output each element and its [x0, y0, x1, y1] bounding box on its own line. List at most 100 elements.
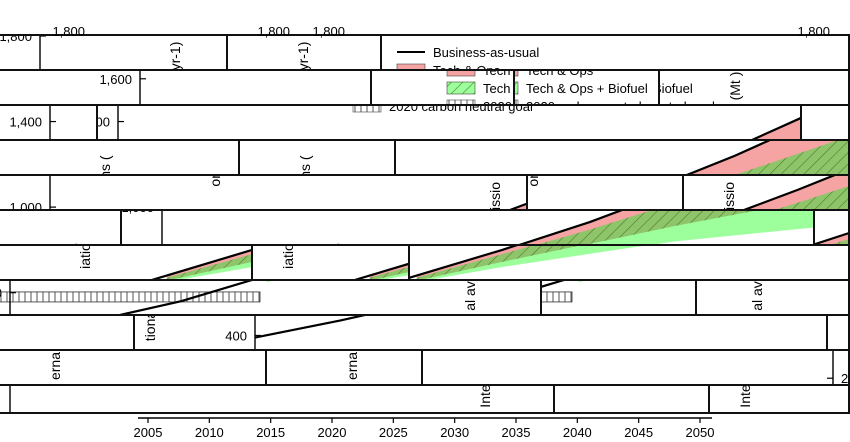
y-axis-title-fragment: iatio	[280, 244, 296, 269]
y-tick-label-top: 1,800	[312, 24, 345, 39]
chart-slice: 002002004004006006008008001,0001,0001,20…	[695, 279, 850, 316]
legend-label: 2020 carbon neutral goal	[483, 99, 515, 106]
y-tick-label: 1,800	[0, 34, 32, 44]
y-axis-title-fragment: erna	[344, 352, 360, 380]
legend-label: Tech & Ops	[526, 69, 594, 78]
chart-svg: 002002004004006006008008001,0001,0001,20…	[737, 384, 753, 408]
y-axis-title-fragment: al av	[749, 281, 765, 311]
legend-swatch	[446, 99, 476, 104]
y-tick-label: 400	[225, 328, 247, 343]
area-tech-ops	[512, 203, 526, 209]
legend-swatch	[446, 71, 476, 77]
chart-svg: 002002004004006006008008001,0001,0001,20…	[280, 244, 408, 279]
y-tick-label: 1,000	[9, 200, 42, 211]
legend-swatch-hatch	[515, 82, 518, 94]
chart-svg: 002002004004006006008008001,0001,0001,20…	[97, 155, 113, 176]
area-tech-ops-biofuel	[169, 258, 251, 279]
y-axis-title-fragment: iatio	[67, 243, 83, 246]
legend-swatch	[515, 71, 519, 77]
chart-slice: 002002004004006006008008001,0001,0001,20…	[708, 384, 850, 414]
x-tick-label: 2040	[563, 425, 592, 440]
chart-svg: 002002004004006006008008001,0001,0001,20…	[47, 352, 63, 380]
chart-svg: 002002004004006006008008001,0001,0001,20…	[542, 281, 585, 303]
y-axis-title-fragment: issio	[487, 182, 503, 210]
x-tick-label: 2020	[318, 425, 347, 440]
y-axis-title-fragment: ons (	[526, 174, 541, 187]
chart-slice: 002002004004006006008008001,0001,0001,20…	[0, 314, 135, 351]
chart-slice: 002002004004006006008008001,0001,0001,20…	[408, 244, 850, 281]
legend-label: 2020 carbon neutral goal	[526, 99, 660, 106]
chart-slice: 002002004004006006008008001,0001,0001,20…	[682, 174, 850, 211]
chart-slice: 002002004004006006008008001,0001,0001,20…	[0, 384, 555, 414]
area-tech-ops-biofuel	[419, 246, 643, 279]
legend-swatch	[352, 106, 382, 113]
area-overlap-hatch	[416, 246, 578, 279]
y-axis-title-fragment: iatio	[329, 243, 345, 246]
chart-slice: 002002004004006006008008001,0001,0001,20…	[0, 69, 372, 106]
area-overlap-hatch	[737, 141, 848, 174]
y-tick-label: 1,400	[9, 115, 42, 130]
y-tick-label-top: 1,800	[52, 24, 85, 39]
y-axis-title-fragment: erna	[47, 352, 63, 380]
chart-svg: 002002004004006006008008001,0001,0001,20…	[142, 314, 366, 349]
x-tick-label: 2010	[195, 425, 224, 440]
goal-band	[542, 291, 573, 303]
chart-svg: 002002004004006006008008001,0001,0001,20…	[344, 352, 360, 380]
chart-svg: 002002004004006006008008001,0001,0001,20…	[0, 34, 183, 69]
chart-svg: 002002004004006006008008001,0001,0001,20…	[515, 69, 660, 106]
y-axis-title-fragment: tiona	[142, 314, 158, 341]
series-business-as-usual-line	[815, 232, 848, 244]
y-axis-title-fragment: Inte	[737, 384, 753, 408]
chart-svg: 002002004004006006008008001,0001,0001,20…	[410, 246, 643, 279]
chart-svg: 002002004004006006008008001,0001,0001,20…	[77, 246, 251, 279]
y-tick-label-top: 1,800	[257, 24, 290, 39]
series-business-as-usual-line	[119, 281, 253, 314]
x-tick-label: 2030	[440, 425, 469, 440]
chart-slice: 002002004004006006008008001,0001,0001,20…	[513, 69, 660, 106]
y-tick-label: 800	[132, 243, 154, 246]
y-tick-label: 1,600	[99, 72, 132, 87]
area-tech-ops-biofuel	[578, 281, 585, 282]
chart-slice: 002002004004006006008008001,0001,0001,20…	[96, 104, 802, 141]
area-overlap-hatch	[166, 254, 251, 279]
legend-label: Tech & Ops	[483, 69, 515, 78]
chart-slice: 002002004004006006008008001,0001,0001,20…	[0, 279, 542, 316]
area-tech-ops	[815, 233, 848, 244]
area-tech-ops-biofuel	[372, 270, 408, 279]
chart-slice: 002002004004006006008008001,0001,0001,20…	[238, 139, 396, 176]
legend-swatch	[515, 99, 519, 104]
chart-svg: 002002004004006006008008001,0001,0001,20…	[0, 281, 478, 314]
x-tick-label: 2025	[379, 425, 408, 440]
x-tick-label: 2015	[256, 425, 285, 440]
chart-svg: 002002004004006006008008001,0001,0001,20…	[526, 174, 541, 187]
y-tick-label: 1,000	[121, 209, 154, 215]
y-axis-title-fragment: Inte	[477, 384, 493, 408]
y-axis-title-fragment: (Mt )	[727, 72, 743, 101]
chart-svg: 002002004004006006008008001,0001,0001,20…	[99, 71, 146, 104]
legend-label: Tech & Ops + Biofuel	[483, 81, 515, 96]
chart-svg: 002002004004006006008008001,0001,0001,20…	[721, 176, 848, 210]
area-overlap-hatch	[539, 211, 754, 244]
chart-svg: 002002004004006006008008001,0001,0001,20…	[98, 106, 800, 139]
y-axis-title-fragment: issio	[721, 182, 737, 210]
chart-svg: 002002004004006006008008001,0001,0001,20…	[815, 232, 848, 244]
area-overlap-hatch	[832, 239, 848, 244]
goal-band	[0, 291, 261, 303]
area-overlap-hatch	[369, 267, 408, 279]
chart-svg: 002002004004006006008008001,0001,0001,20…	[295, 42, 311, 69]
x-tick-label: 2045	[624, 425, 653, 440]
chart-svg: 002002004004006006008008001,0001,0001,20…	[749, 281, 765, 311]
chart-svg: 002002004004006006008008001,0001,0001,20…	[0, 384, 493, 412]
x-tick-label: 2005	[134, 425, 163, 440]
chart-slice: 002002004004006006008008001,0001,0001,20…	[553, 384, 710, 414]
series-business-as-usual-line	[518, 211, 623, 244]
y-axis-title-fragment: ons (	[97, 155, 113, 176]
chart-svg: 002002004004006006008008001,0001,0001,20…	[67, 243, 83, 246]
series-business-as-usual-line	[751, 117, 800, 139]
legend-label: Tech & Ops	[433, 63, 501, 71]
chart-slice: 002002004004006006008008001,0001,0001,20…	[800, 104, 850, 141]
legend-swatch	[396, 63, 426, 69]
chart-slice: 002002004004006006008008001,0001,0001,20…	[0, 174, 528, 211]
